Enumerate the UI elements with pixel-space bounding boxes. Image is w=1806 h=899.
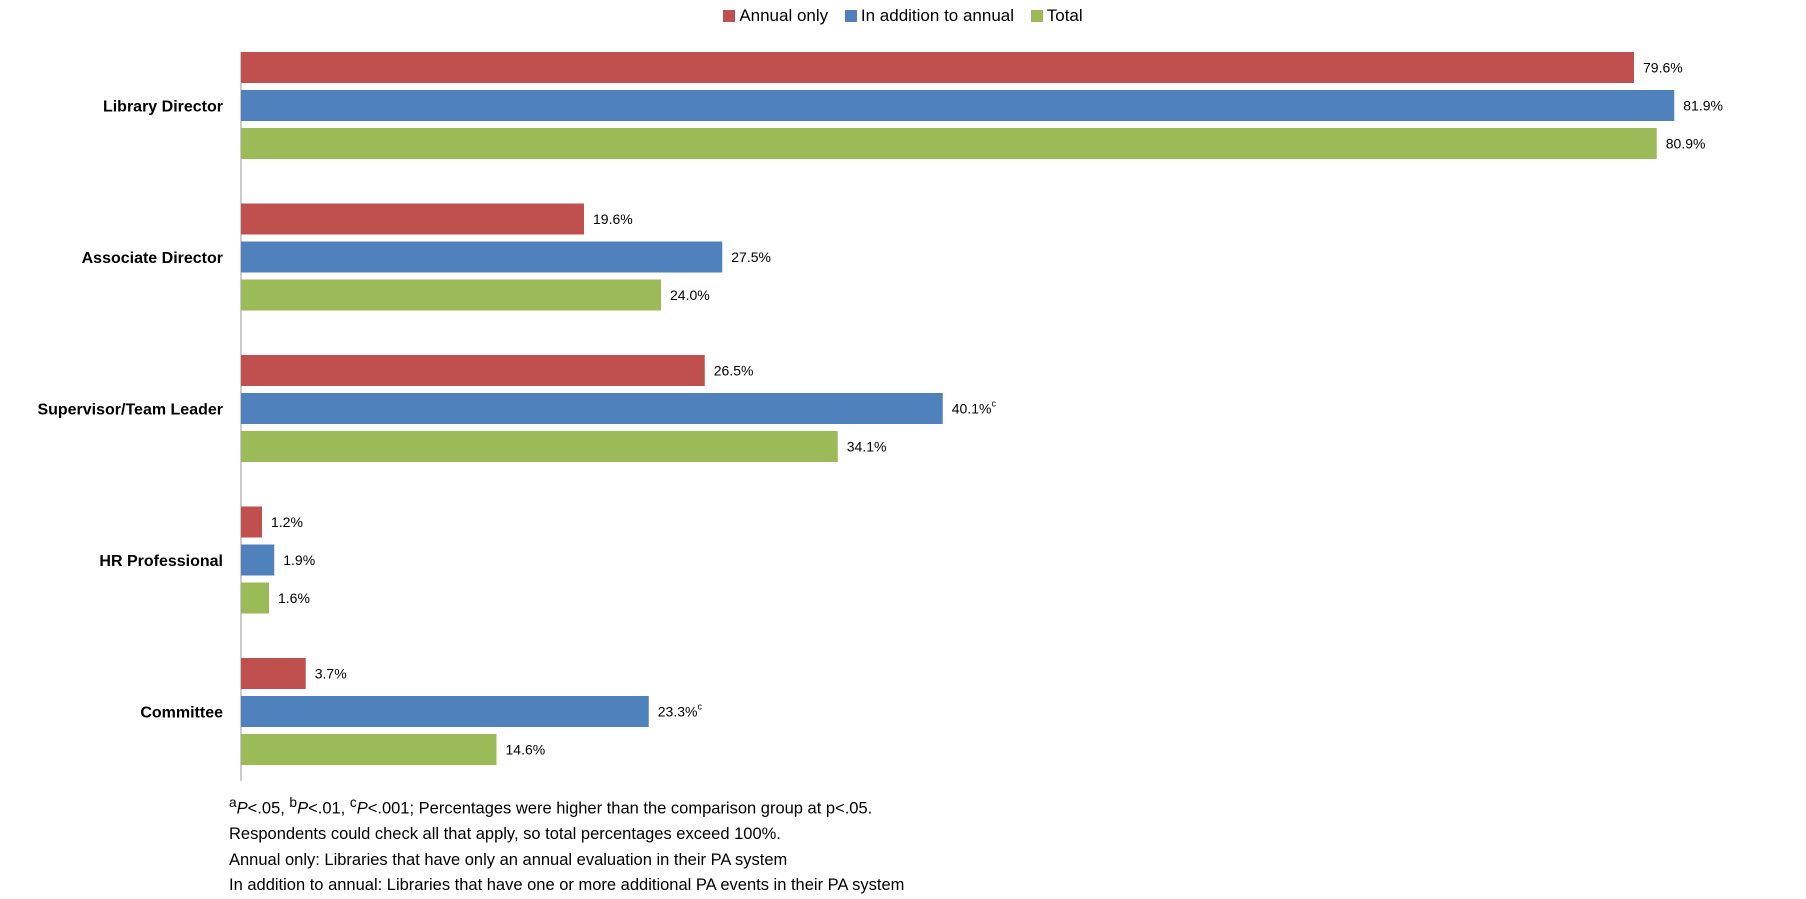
data-label: 80.9% xyxy=(1666,136,1706,152)
bar xyxy=(241,393,943,424)
data-label: 3.7% xyxy=(315,666,347,682)
significance-marker: c xyxy=(991,399,996,409)
significance-marker: c xyxy=(697,702,702,712)
data-label: 1.9% xyxy=(283,552,315,568)
legend-label: In addition to annual xyxy=(860,6,1015,25)
data-label: 24.0% xyxy=(670,287,710,303)
bar xyxy=(241,355,705,386)
data-label: 1.6% xyxy=(278,590,310,606)
data-label: 79.6% xyxy=(1643,60,1683,76)
data-label: 34.1% xyxy=(847,439,887,455)
bar xyxy=(241,696,649,727)
data-label: 23.3%c xyxy=(658,702,703,720)
footnote-line: Respondents could check all that apply, … xyxy=(229,825,781,843)
legend-swatch xyxy=(1030,10,1043,22)
bar xyxy=(241,203,584,235)
footnotes: aP<.05, bP<.01, cP<.001; Percentages wer… xyxy=(229,790,904,899)
bar xyxy=(241,544,275,576)
data-label: 14.6% xyxy=(506,742,546,758)
category-label: Library Director xyxy=(103,99,223,116)
legend-swatch xyxy=(844,10,857,22)
category-label: Associate Director xyxy=(82,250,223,267)
bar xyxy=(241,506,262,538)
legend: Annual only In addition to annual Total xyxy=(0,6,1806,26)
legend-item-annual-only: Annual only xyxy=(723,6,828,26)
category-label: Supervisor/Team Leader xyxy=(37,402,223,419)
data-label: 81.9% xyxy=(1683,98,1723,114)
data-label: 27.5% xyxy=(731,249,771,265)
footnote-line: In addition to annual: Libraries that ha… xyxy=(229,876,905,894)
bar xyxy=(241,90,1675,121)
legend-item-in-addition: In addition to annual xyxy=(844,6,1015,26)
data-label: 40.1%c xyxy=(952,399,997,417)
bar xyxy=(241,658,306,689)
data-label: 1.2% xyxy=(271,514,303,530)
legend-swatch xyxy=(723,10,736,22)
category-label: HR Professional xyxy=(99,553,223,570)
bar xyxy=(241,582,269,614)
legend-label: Annual only xyxy=(739,6,829,25)
bar xyxy=(241,52,1634,83)
bar xyxy=(241,241,723,273)
legend-label: Total xyxy=(1046,6,1083,25)
data-label: 19.6% xyxy=(593,211,633,227)
legend-item-total: Total xyxy=(1030,6,1083,26)
bar xyxy=(241,734,497,765)
bar xyxy=(241,128,1657,159)
bar xyxy=(241,279,661,311)
footnote-significance: aP<.05, bP<.01, cP<.001; Percentages wer… xyxy=(229,795,873,818)
category-label: Committee xyxy=(140,705,223,722)
bar xyxy=(241,431,838,462)
footnote-line: Annual only: Libraries that have only an… xyxy=(229,850,788,869)
data-label: 26.5% xyxy=(714,363,754,379)
